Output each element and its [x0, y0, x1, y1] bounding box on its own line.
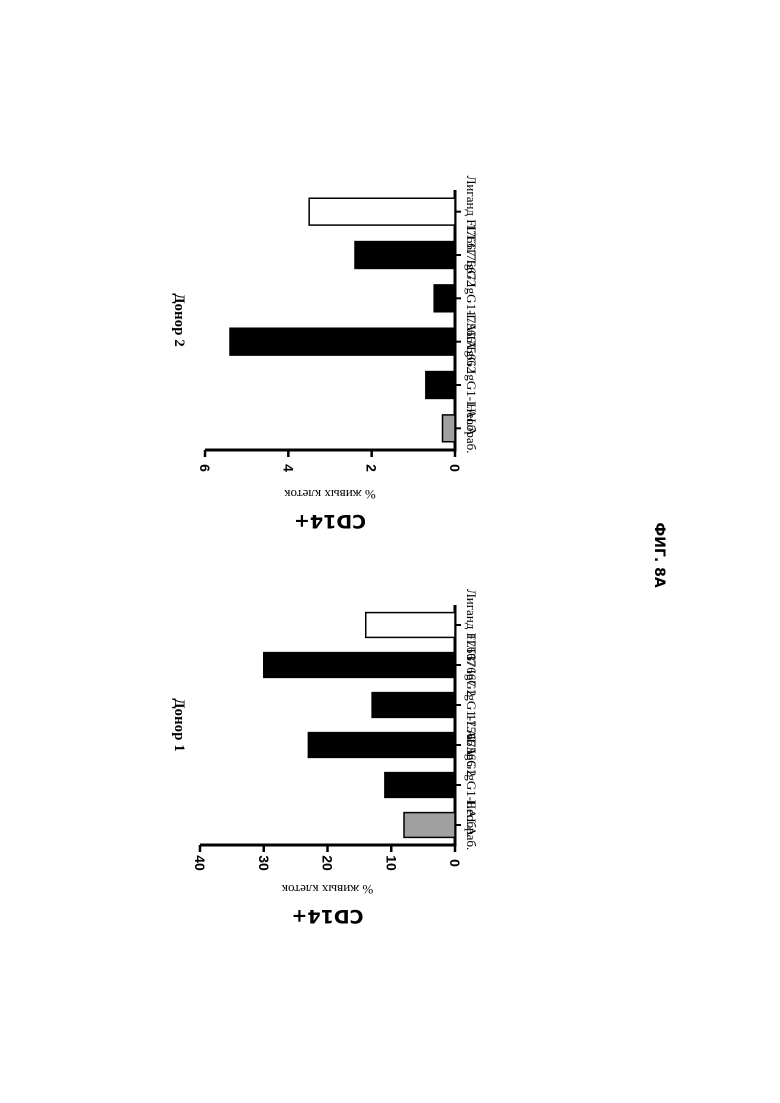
value-tick-label: 10 — [383, 855, 399, 871]
bar — [443, 415, 456, 442]
value-tick-label: 6 — [197, 464, 213, 472]
chart-title: Донор 2 — [171, 293, 187, 347]
chart-donor-1: 010203040Необраб.17566 IgG1-LALA17566 Ig… — [171, 589, 479, 927]
value-tick-label: 30 — [256, 855, 272, 871]
chart-title: Донор 1 — [171, 698, 187, 752]
chart-donor-2: 0246Необраб.17566 IgG1-LALA17566 IgG2176… — [171, 176, 479, 532]
value-axis-sublabel: % живых клеток — [284, 487, 376, 502]
bar — [309, 198, 455, 225]
bar — [404, 813, 455, 838]
bar — [230, 328, 455, 355]
bar — [385, 773, 455, 798]
bar — [308, 733, 455, 758]
value-axis-label: CD14+ — [294, 510, 366, 532]
bar — [426, 372, 455, 399]
value-tick-label: 2 — [364, 464, 380, 472]
value-tick-label: 0 — [447, 859, 463, 867]
bar — [355, 242, 455, 269]
bar — [434, 285, 455, 312]
value-tick-label: 0 — [447, 464, 463, 472]
value-tick-label: 40 — [192, 855, 208, 871]
category-label: Лиганд FLT3 — [464, 589, 479, 661]
bar — [366, 613, 455, 638]
bar — [372, 693, 455, 718]
category-label: Лиганд FLT3 — [464, 176, 479, 248]
value-axis-label: CD14+ — [291, 905, 363, 927]
figure-label: ФИГ. 8А — [651, 522, 667, 587]
value-tick-label: 4 — [280, 464, 296, 472]
value-axis-sublabel: % живых клеток — [281, 882, 373, 897]
bar — [264, 653, 455, 678]
value-tick-label: 20 — [320, 855, 336, 871]
